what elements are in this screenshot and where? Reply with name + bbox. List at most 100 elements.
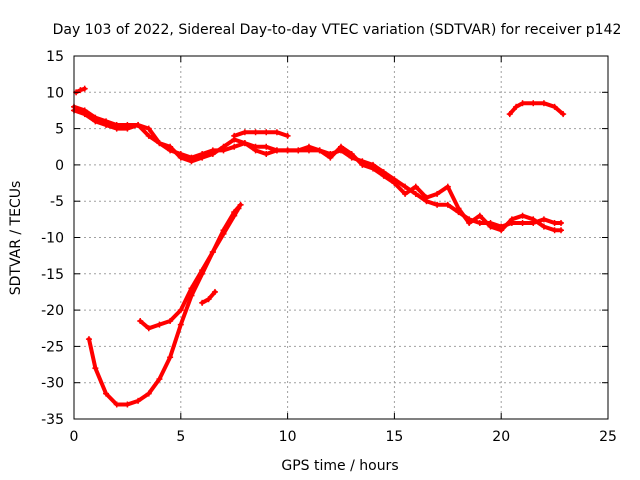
data-point xyxy=(252,147,259,154)
data-point xyxy=(137,317,144,324)
data-point xyxy=(284,147,291,154)
data-point xyxy=(551,219,558,226)
data-point xyxy=(412,183,419,190)
data-point xyxy=(402,190,409,197)
data-point xyxy=(506,111,513,118)
y-tick-label: 5 xyxy=(55,122,64,138)
y-tick-label: -30 xyxy=(41,376,64,392)
data-point xyxy=(199,154,206,161)
data-point xyxy=(211,288,218,295)
data-point xyxy=(209,151,216,158)
data-point xyxy=(476,219,483,226)
data-point xyxy=(167,354,174,361)
data-point xyxy=(487,223,494,230)
data-point xyxy=(145,390,152,397)
data-point xyxy=(156,140,163,147)
data-point xyxy=(237,201,244,208)
data-point xyxy=(466,219,473,226)
data-point xyxy=(370,165,377,172)
data-point xyxy=(558,227,565,234)
data-point xyxy=(209,249,216,256)
data-point xyxy=(124,125,131,132)
data-point xyxy=(177,154,184,161)
data-point xyxy=(156,321,163,328)
data-point xyxy=(113,401,120,408)
x-tick-label: 25 xyxy=(599,429,617,445)
data-point xyxy=(85,336,92,343)
data-point xyxy=(558,219,565,226)
data-point xyxy=(167,143,174,150)
x-tick-label: 5 xyxy=(176,429,185,445)
data-point xyxy=(519,219,526,226)
data-point xyxy=(455,205,462,212)
data-point xyxy=(273,129,280,136)
data-point xyxy=(519,212,526,219)
data-point xyxy=(498,227,505,234)
data-point xyxy=(241,129,248,136)
data-point xyxy=(305,143,312,150)
data-point xyxy=(231,212,238,219)
data-point xyxy=(145,125,152,132)
x-axis-label: GPS time / hours xyxy=(281,458,398,474)
data-point xyxy=(235,205,242,212)
data-point xyxy=(273,147,280,154)
data-point xyxy=(231,132,238,139)
data-point xyxy=(199,299,206,306)
data-point xyxy=(113,125,120,132)
data-point xyxy=(530,216,537,223)
data-point xyxy=(81,85,88,92)
data-point xyxy=(103,390,110,397)
data-point xyxy=(205,296,212,303)
data-point xyxy=(513,103,520,110)
data-point xyxy=(327,154,334,161)
data-point xyxy=(284,132,291,139)
y-tick-label: -20 xyxy=(41,303,64,319)
y-tick-label: 15 xyxy=(46,49,64,65)
y-tick-label: -5 xyxy=(50,194,64,210)
data-point xyxy=(177,321,184,328)
data-point xyxy=(540,223,547,230)
y-tick-label: -35 xyxy=(41,412,64,428)
data-point xyxy=(476,212,483,219)
data-point xyxy=(92,118,99,125)
x-tick-label: 10 xyxy=(279,429,297,445)
data-point xyxy=(519,100,526,107)
data-point xyxy=(338,143,344,150)
data-point xyxy=(145,325,152,332)
data-point xyxy=(551,227,558,234)
data-point xyxy=(77,87,84,94)
axis-ticks: 0 5 10 15 20 25 -35 -30 -25 -20 -15 -10 -5 0 5 10 15 xyxy=(41,49,617,445)
data-point xyxy=(560,111,567,118)
data-point xyxy=(199,267,206,274)
data-point xyxy=(359,161,366,168)
data-point xyxy=(348,151,355,158)
data-point xyxy=(434,190,441,197)
data-point xyxy=(81,111,88,118)
y-tick-label: -25 xyxy=(41,339,64,355)
data-point xyxy=(316,147,323,154)
data-point xyxy=(145,132,152,139)
data-point xyxy=(92,365,99,372)
data-point xyxy=(402,183,409,190)
data-point xyxy=(391,180,398,187)
x-tick-label: 0 xyxy=(70,429,79,445)
data-point xyxy=(412,190,419,197)
data-point xyxy=(530,100,537,107)
data-point xyxy=(540,216,547,223)
data-point xyxy=(124,401,131,408)
y-tick-label: -15 xyxy=(41,267,64,283)
y-axis-label: SDTVAR / TECUs xyxy=(8,181,24,296)
y-tick-label: 10 xyxy=(46,85,64,101)
data-point xyxy=(252,129,259,136)
data-point xyxy=(434,201,441,208)
data-point xyxy=(167,317,174,324)
data-point xyxy=(551,103,558,110)
grid xyxy=(74,56,608,419)
data-point xyxy=(231,143,238,150)
data-point xyxy=(444,201,451,208)
data-point xyxy=(380,172,387,179)
data-point xyxy=(263,129,270,136)
x-tick-label: 15 xyxy=(385,429,403,445)
